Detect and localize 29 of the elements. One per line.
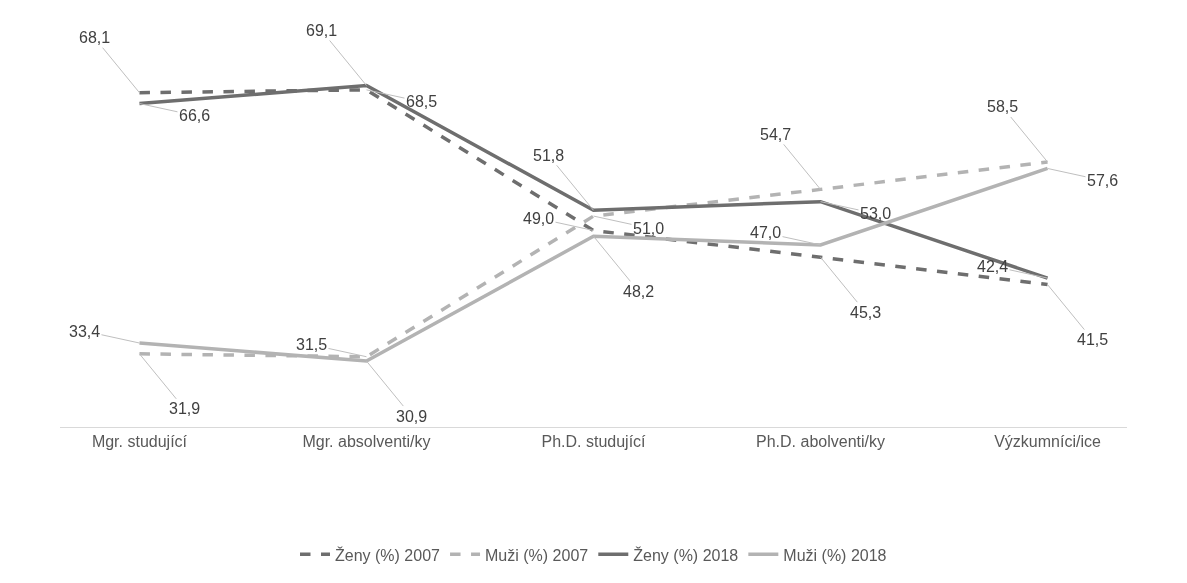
data-label: 51,0 [633, 220, 665, 237]
data-label: 41,5 [1077, 331, 1109, 348]
x-tick-label: Ph.D. studující [541, 432, 647, 450]
data-label: 48,2 [623, 283, 655, 300]
data-label: 31,5 [296, 336, 328, 353]
legend-label: Muži (%) 2018 [783, 546, 887, 564]
data-label: 42,4 [977, 258, 1009, 275]
legend-label: Ženy (%) 2018 [633, 545, 739, 564]
data-label: 69,1 [306, 22, 338, 39]
data-label: 58,5 [987, 98, 1019, 115]
x-tick-label: Ph.D. abolventi/ky [756, 432, 885, 450]
data-label: 68,5 [406, 93, 438, 110]
legend-label: Muži (%) 2007 [485, 546, 589, 564]
data-label: 45,3 [850, 304, 882, 321]
data-label: 51,8 [533, 147, 565, 164]
data-label: 30,9 [396, 408, 428, 425]
data-label: 31,9 [169, 400, 201, 417]
x-tick-label: Mgr. absolventi/ky [302, 432, 431, 450]
data-label: 68,1 [79, 29, 111, 46]
data-label: 53,0 [860, 205, 892, 222]
legend-label: Ženy (%) 2007 [335, 545, 441, 564]
data-label: 49,0 [523, 210, 555, 227]
data-label: 66,6 [179, 107, 211, 124]
data-label: 33,4 [69, 323, 101, 340]
x-tick-label: Výzkumníci/ice [994, 432, 1101, 450]
data-label: 47,0 [750, 224, 782, 241]
x-tick-label: Mgr. studující [91, 432, 188, 450]
data-label: 54,7 [760, 126, 792, 143]
data-label: 57,6 [1087, 172, 1119, 189]
